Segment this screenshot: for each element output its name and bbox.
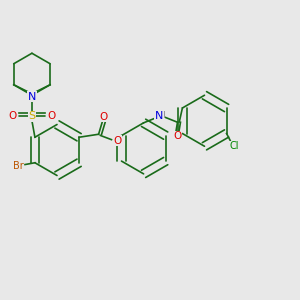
Text: O: O [8, 111, 16, 121]
Text: O: O [100, 112, 108, 122]
Text: O: O [47, 111, 56, 121]
Text: H: H [158, 112, 165, 120]
Text: N: N [155, 111, 164, 121]
Text: O: O [173, 131, 181, 141]
Text: O: O [113, 136, 122, 146]
Text: Br: Br [13, 161, 24, 171]
Text: Cl: Cl [230, 141, 239, 152]
Text: N: N [28, 92, 36, 102]
Text: S: S [28, 111, 35, 121]
